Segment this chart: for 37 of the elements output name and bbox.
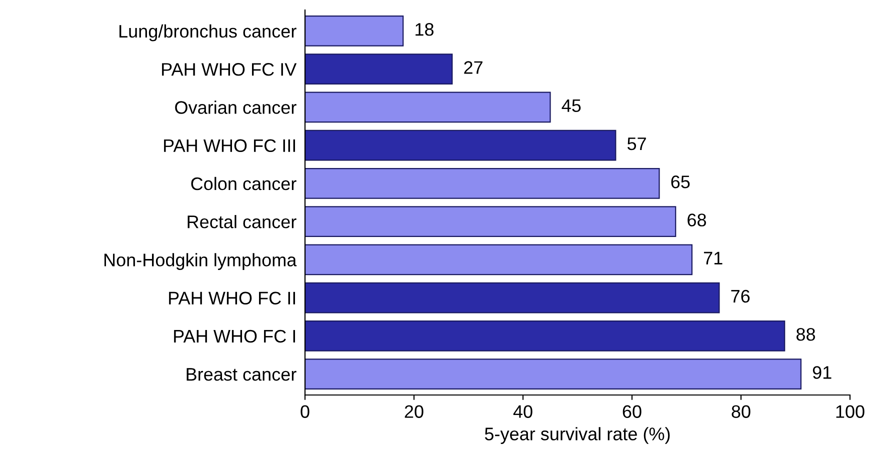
bar: [305, 54, 453, 85]
bar: [305, 16, 404, 46]
bar: [305, 358, 802, 390]
data-label: 88: [796, 328, 816, 341]
y-tick-label: Lung/bronchus cancer: [119, 24, 296, 42]
data-label: 91: [812, 366, 832, 379]
x-tick-label: 100: [836, 405, 864, 418]
y-tick-label: PAH WHO FC IV: [162, 63, 297, 76]
y-tick-label: Colon cancer: [191, 176, 296, 190]
bar: [305, 92, 551, 123]
y-tick-label: Ovarian cancer: [175, 100, 296, 114]
bar: [305, 168, 660, 199]
y-tick-label: PAH WHO FC II: [169, 292, 295, 305]
bar: [305, 282, 720, 314]
bar: [305, 206, 676, 237]
data-label: 68: [688, 214, 706, 226]
data-label: 57: [627, 138, 646, 150]
data-label: 71: [704, 252, 722, 264]
x-axis-title: 5-year survival rate (%): [484, 427, 670, 444]
x-tick-label: 0: [300, 405, 310, 418]
y-tick-label: Rectal cancer: [188, 215, 296, 228]
y-tick-label: Non-Hodgkin lymphoma: [104, 253, 297, 270]
y-tick-label: PAH WHO FC III: [164, 139, 295, 152]
y-tick-label: PAH WHO FC I: [174, 330, 295, 343]
data-label: 18: [416, 23, 434, 36]
bar: [305, 244, 693, 276]
x-tick-label: 40: [513, 405, 532, 418]
data-label: 45: [562, 99, 581, 112]
bar: [305, 320, 786, 352]
x-tick-label: 60: [622, 405, 642, 418]
data-label: 76: [731, 290, 750, 303]
data-label: 65: [671, 176, 690, 188]
y-tick-label: Breast cancer: [186, 368, 296, 381]
x-tick-label: 80: [732, 405, 750, 418]
data-label: 27: [464, 61, 482, 74]
bar: [305, 130, 616, 161]
x-tick-label: 20: [404, 405, 424, 418]
